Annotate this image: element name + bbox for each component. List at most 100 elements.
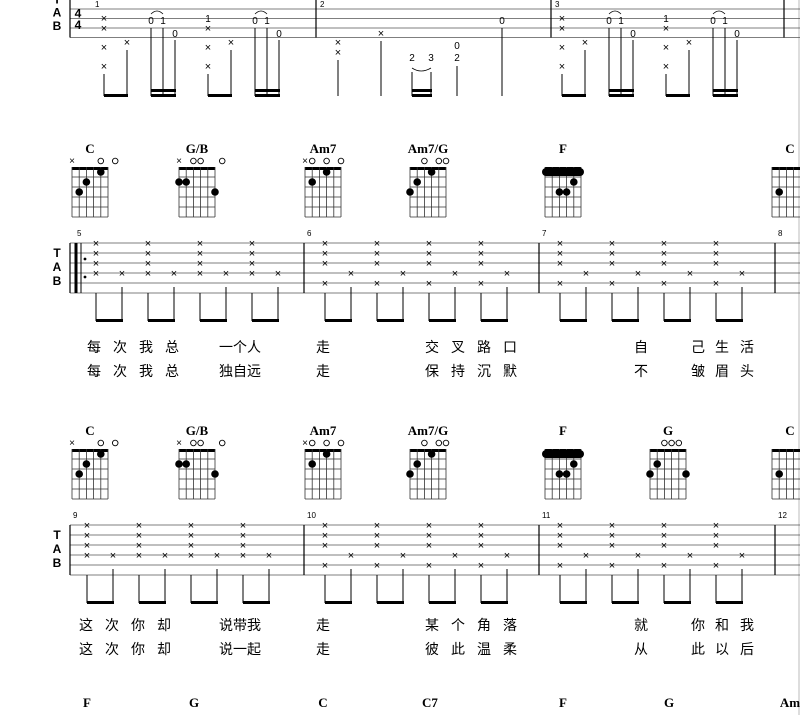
system-3-chord-2-mute-mark: × [176, 438, 182, 449]
system-2-chord-3-open-mark [323, 157, 330, 165]
system-1-x-mark: × [101, 42, 107, 54]
system-4-chord-name-1: F [83, 695, 91, 710]
system-1-x-mark: × [205, 61, 211, 73]
system-1-fret-number: 0 [172, 29, 178, 40]
system-2-tab-label-b: B [53, 274, 62, 288]
system-3-lyric-line1: 和 [715, 618, 729, 634]
system-1-measure-number: 1 [95, 0, 100, 9]
system-1-slur [254, 10, 268, 15]
system-3-x-mark: × [84, 520, 90, 532]
system-1-fret-number: 1 [160, 16, 166, 27]
system-2-x-mark: × [426, 248, 432, 260]
system-1-beam [255, 94, 280, 97]
system-3-x-mark: × [400, 550, 406, 562]
system-3-chord-4-open-mark [435, 439, 443, 447]
system-3-x-mark: × [478, 530, 484, 542]
system-4-chord-name-7: Am [780, 695, 800, 710]
system-1-x-mark: × [559, 23, 565, 35]
system-2-beam [96, 319, 123, 322]
system-2-x-mark: × [93, 238, 99, 250]
system-2-x-mark: × [713, 278, 719, 290]
system-3-chord-5-finger-dot [562, 470, 571, 478]
system-2-lyric-line2: 头 [740, 364, 754, 380]
system-3-x-mark: × [557, 540, 563, 552]
system-3-chord-1-nut [72, 449, 108, 452]
system-1-x-mark: × [335, 37, 341, 49]
system-2-lyric-line2: 保 [425, 364, 439, 380]
system-2-measure-number: 7 [542, 229, 547, 238]
system-3-chord-4-finger-dot [413, 460, 422, 468]
system-3-chord-2-finger-dot [182, 460, 190, 468]
system-2-x-mark: × [661, 238, 667, 250]
system-1-x-mark: × [686, 37, 692, 49]
system-2-x-mark: × [374, 278, 380, 290]
system-3-x-mark: × [266, 550, 272, 562]
system-2-x-mark: × [93, 248, 99, 260]
system-2-beam [481, 319, 508, 322]
system-2-chord-2-finger-dot [175, 178, 183, 186]
system-1-x-mark: × [124, 37, 130, 49]
system-2-x-mark: × [93, 268, 99, 280]
system-3-chord-3-finger-dot [308, 460, 317, 468]
system-3-chord-1-finger-dot [82, 460, 91, 468]
system-2-beam [664, 319, 691, 322]
system-3-beam [664, 601, 691, 604]
system-1-beam [713, 89, 738, 92]
system-3-chord-5-finger-dot [570, 460, 578, 468]
system-3-chord-6-finger-dot [646, 470, 654, 478]
system-2-lyric-line1: 一个人 [219, 340, 261, 356]
system-1-time-bottom: 4 [75, 18, 82, 32]
system-1-fret-number: 2 [409, 53, 415, 64]
system-2-x-mark: × [197, 258, 203, 270]
system-2-x-mark: × [713, 238, 719, 250]
system-3-x-mark: × [84, 550, 90, 562]
system-2-x-mark: × [374, 248, 380, 260]
system-2-x-mark: × [197, 238, 203, 250]
system-3-x-mark: × [452, 550, 458, 562]
system-3-chord-4-nut [410, 449, 446, 452]
system-2-chord-2-nut [179, 167, 215, 170]
system-2-lyric-line1: 自 [634, 340, 648, 356]
system-2-chord-1-finger-dot [82, 178, 91, 186]
system-1-x-mark: × [228, 37, 234, 49]
system-2-lyric-line1: 己 [691, 340, 705, 356]
system-2-x-mark: × [557, 278, 563, 290]
system-3-x-mark: × [322, 560, 328, 572]
system-3-x-mark: × [661, 530, 667, 542]
system-3-x-mark: × [609, 520, 615, 532]
system-3-x-mark: × [713, 560, 719, 572]
system-2-measure-number: 6 [307, 229, 312, 238]
system-1-x-mark: × [582, 37, 588, 49]
system-1-beam [104, 94, 128, 97]
system-2-tab-label-a: A [53, 260, 62, 274]
system-3-beam [612, 601, 639, 604]
system-2-chord-2-finger-dot [182, 178, 190, 186]
system-2-x-mark: × [557, 248, 563, 260]
system-2-x-mark: × [249, 258, 255, 270]
system-2-chord-2-finger-dot [211, 188, 219, 196]
system-1-beam [666, 94, 690, 97]
system-3-x-mark: × [136, 520, 142, 532]
system-2-chord-5-finger-dot [570, 178, 578, 186]
system-3-lyric-line1: 某 [425, 618, 439, 634]
system-2-x-mark: × [713, 258, 719, 270]
system-3-lyric-line2: 后 [740, 642, 754, 658]
system-3-x-mark: × [162, 550, 168, 562]
system-3-measure-number: 9 [73, 511, 78, 520]
system-3-measure-number: 10 [307, 511, 316, 520]
system-3-x-mark: × [557, 530, 563, 542]
system-3-x-mark: × [136, 550, 142, 562]
system-3-chord-6-nut [650, 449, 686, 452]
system-3-x-mark: × [478, 520, 484, 532]
system-1-x-mark: × [559, 13, 565, 25]
system-3-x-mark: × [713, 530, 719, 542]
system-1-fret-number: 0 [454, 41, 460, 52]
system-2-lyric-line1: 我 [139, 340, 153, 356]
system-3-x-mark: × [374, 520, 380, 532]
system-3-x-mark: × [426, 540, 432, 552]
system-2-x-mark: × [478, 278, 484, 290]
system-2-x-mark: × [322, 238, 328, 250]
system-2-lyric-line1: 走 [316, 340, 330, 356]
system-2-x-mark: × [145, 238, 151, 250]
system-2-x-mark: × [400, 268, 406, 280]
